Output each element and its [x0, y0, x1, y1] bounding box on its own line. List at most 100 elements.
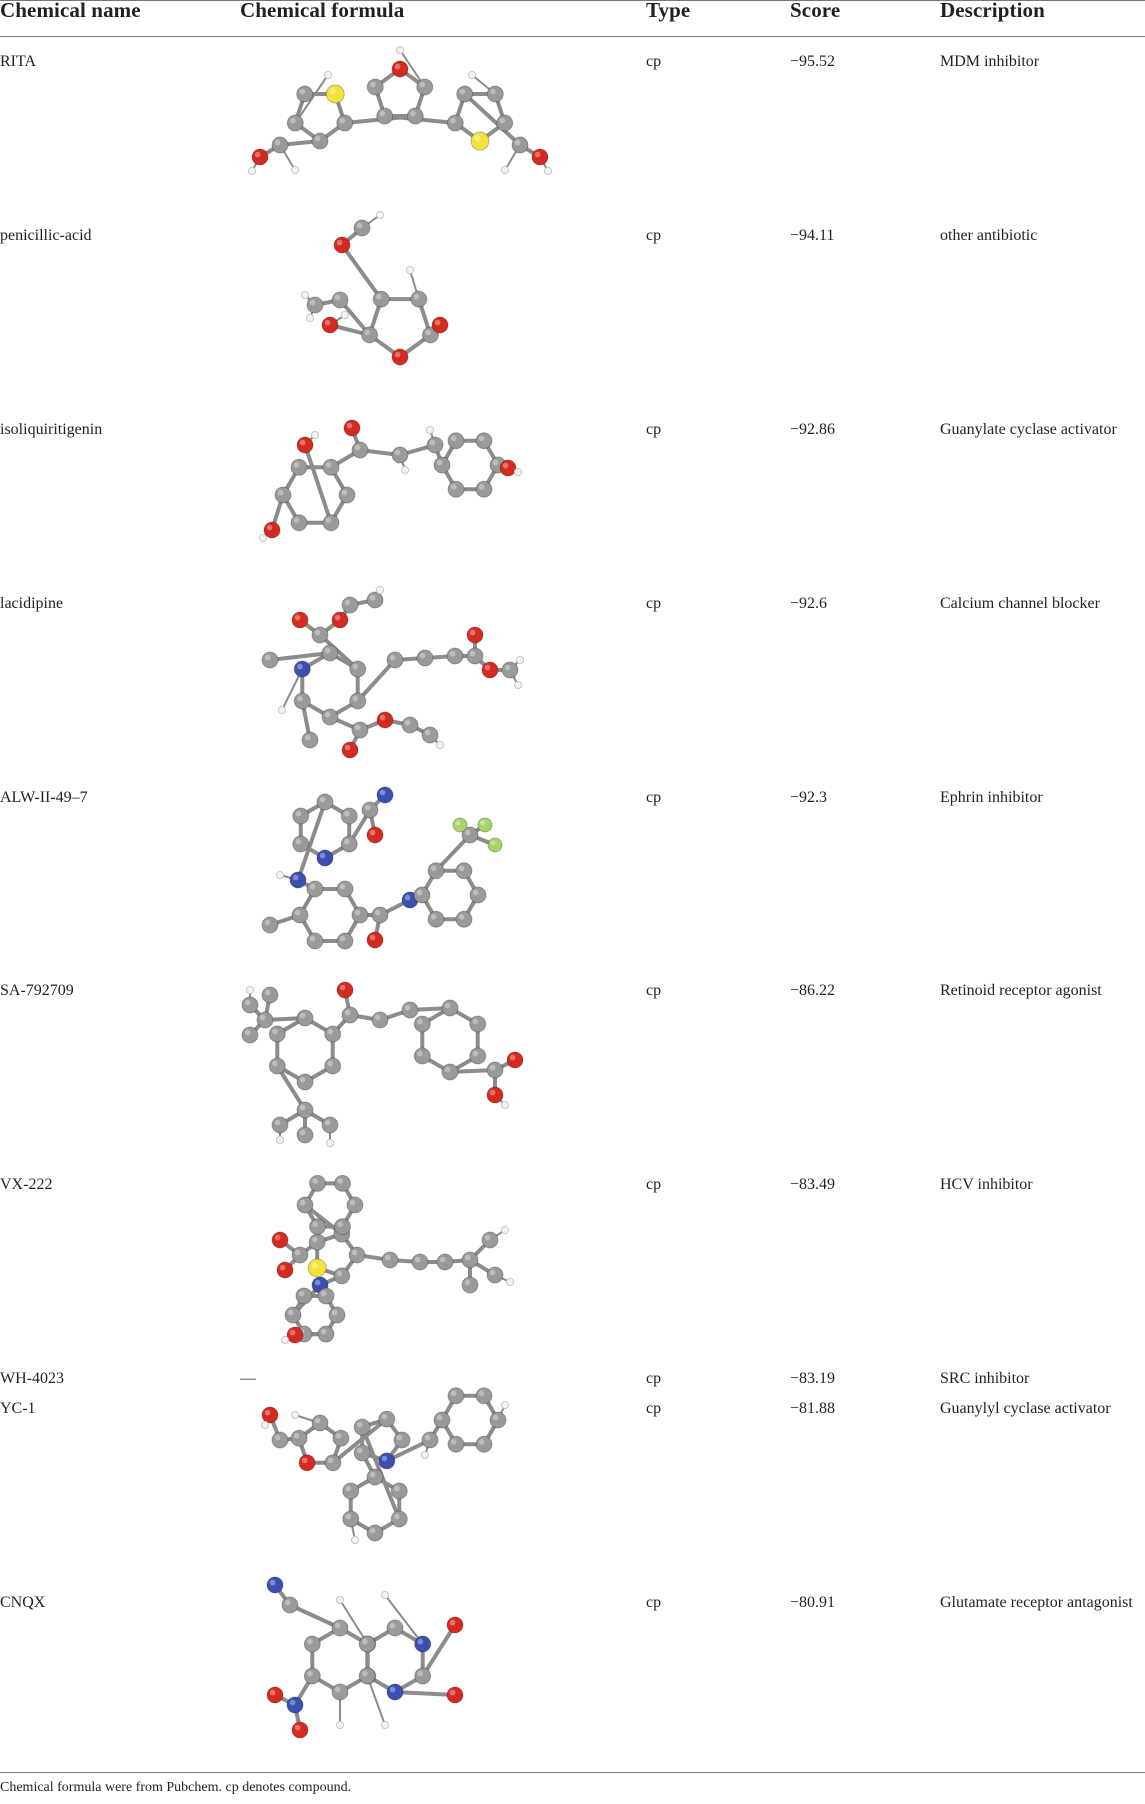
header-chemical-name: Chemical name [0, 0, 141, 22]
atom-highlight [335, 1433, 342, 1439]
score-cell: −80.91 [790, 1594, 836, 1611]
carbon-atom [351, 906, 369, 924]
type-cell: cp [646, 789, 662, 806]
carbon-atom [274, 486, 292, 504]
atom-highlight [334, 1686, 341, 1693]
carbon-atom [290, 458, 308, 476]
carbon-atom [271, 1116, 289, 1134]
carbon-atom [447, 480, 465, 498]
hydrogen-atom [311, 430, 320, 439]
type-cell: cp [646, 1176, 662, 1193]
oxygen-atom [431, 316, 449, 334]
hydrogen-atom [341, 311, 350, 320]
hydrogen-atom [275, 1135, 284, 1144]
atom-highlight [307, 1638, 313, 1645]
hydrogen-atom [406, 266, 415, 275]
atom-highlight [394, 63, 401, 70]
hydrogen-atom [505, 1278, 514, 1287]
atom-highlight [345, 1485, 352, 1492]
atom-highlight [329, 88, 336, 95]
atom-highlight [299, 1104, 306, 1111]
carbon-atom [441, 1063, 459, 1081]
carbon-atom [341, 596, 359, 614]
carbon-atom [331, 1619, 349, 1637]
hydrogen-atom [301, 291, 309, 300]
carbon-atom [303, 1635, 321, 1653]
carbon-atom [281, 1596, 299, 1614]
carbon-atom [338, 486, 356, 504]
nitrogen-atom [386, 1683, 404, 1701]
carbon-atom [328, 1306, 346, 1324]
carbon-atom [401, 1001, 419, 1019]
atom-highlight [295, 838, 302, 845]
atom-highlight [274, 1119, 281, 1126]
atom-highlight [450, 1390, 457, 1397]
carbon-atom [296, 1196, 314, 1214]
hydrogen-atom [246, 985, 254, 994]
atom-highlight [374, 909, 381, 916]
atom-highlight [430, 865, 437, 872]
atom-highlight [293, 462, 300, 468]
carbon-atom [271, 136, 289, 154]
atom-highlight [264, 919, 271, 926]
hydrogen-atom [513, 681, 522, 690]
hydrogen-atom [381, 1590, 390, 1599]
atom-highlight [436, 459, 443, 466]
atom-highlight [472, 1050, 479, 1057]
atom-highlight [344, 1009, 351, 1016]
carbon-atom [393, 1431, 411, 1449]
atom-highlight [304, 734, 311, 741]
atom-highlight [254, 151, 261, 158]
atom-highlight [464, 1254, 471, 1261]
hydrogen-atom [500, 1101, 509, 1110]
bond [355, 658, 397, 703]
atom-highlight [375, 293, 382, 300]
atom-highlight [344, 599, 351, 606]
carbon-atom [309, 1218, 326, 1236]
atom-highlight [344, 744, 351, 751]
atom-highlight [416, 889, 423, 896]
carbon-atom [336, 932, 354, 950]
carbon-atom [341, 1006, 359, 1024]
table-top-rule [0, 0, 1145, 1]
carbon-atom [475, 432, 493, 450]
carbon-atom [461, 1276, 479, 1294]
atom-highlight [379, 110, 386, 117]
bond [318, 633, 360, 671]
atom-highlight [490, 88, 496, 95]
isoliquiritigenin-molecule [259, 419, 522, 543]
yc-1-molecule [261, 1387, 509, 1544]
atom-highlight [297, 663, 303, 670]
atom-highlight [357, 1447, 363, 1454]
atom-highlight [294, 1249, 301, 1256]
score-cell: −94.11 [790, 227, 835, 244]
atom-highlight [277, 489, 284, 496]
atom-highlight [272, 1060, 278, 1067]
fluorine-atom [452, 817, 468, 833]
atom-highlight [364, 804, 371, 811]
carbon-atom [322, 514, 340, 532]
oxygen-atom [486, 1086, 504, 1104]
carbon-atom [311, 1414, 329, 1432]
atom-highlight [379, 714, 386, 721]
carbon-atom [421, 326, 439, 344]
hydrogen-atom [276, 871, 284, 880]
carbon-atom [353, 1418, 371, 1436]
carbon-atom [469, 1015, 487, 1033]
oxygen-atom [366, 826, 384, 844]
carbon-atom [366, 78, 384, 96]
carbon-atom [447, 432, 465, 450]
bond [384, 1594, 424, 1645]
bond [339, 1599, 369, 1645]
description-cell: Guanylate cyclase activator [940, 421, 1117, 438]
bond [393, 1690, 457, 1697]
atom-highlight [339, 883, 346, 890]
atom-highlight [341, 489, 348, 496]
description-cell: SRC inhibitor [940, 1370, 1030, 1387]
chemical-name: lacidipine [0, 595, 64, 612]
oxygen-atom [343, 419, 361, 437]
atom-highlight [381, 1455, 388, 1462]
description-cell: Glutamate receptor antagonist [940, 1594, 1133, 1611]
carbon-atom [416, 78, 434, 96]
carbon-atom [481, 1231, 499, 1249]
